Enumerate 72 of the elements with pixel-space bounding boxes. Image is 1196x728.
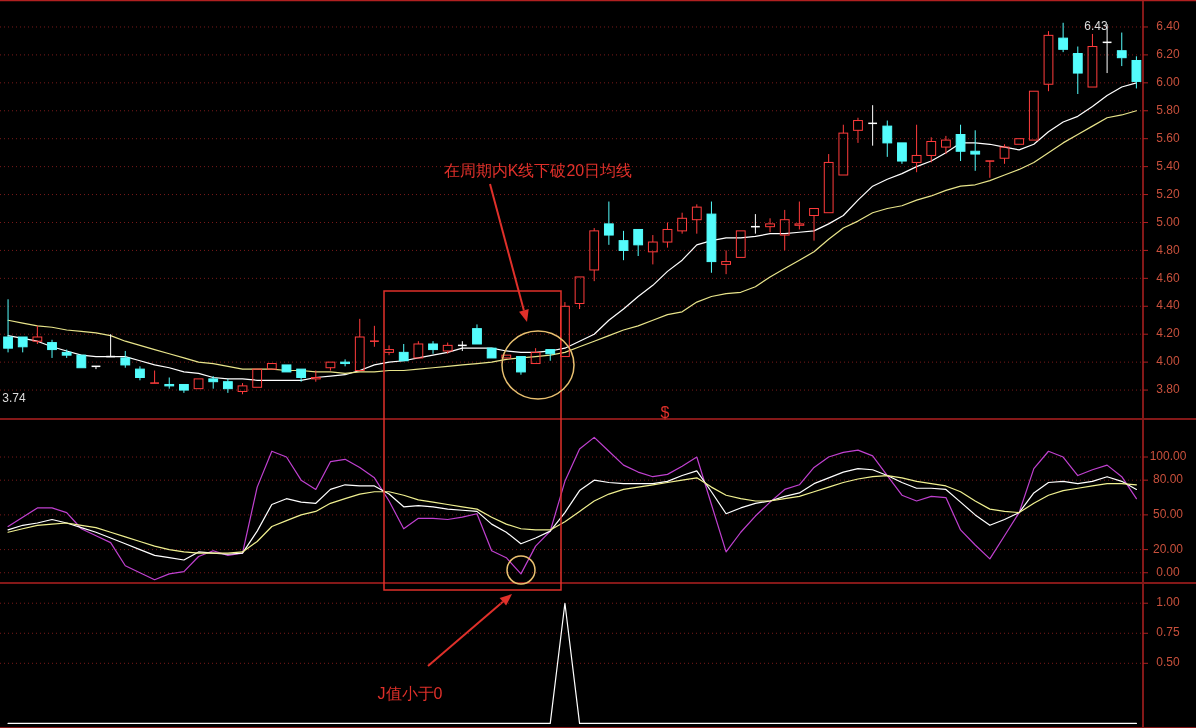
y-tick-label: 20.00	[1152, 541, 1184, 556]
candlestick	[970, 129, 981, 172]
candlestick	[779, 209, 790, 251]
candlestick	[955, 124, 966, 162]
candlestick	[603, 201, 614, 246]
candlestick	[281, 364, 292, 373]
annotation: J值小于0	[377, 685, 443, 703]
candlestick	[735, 230, 746, 258]
candlestick	[486, 347, 497, 359]
candlestick	[984, 160, 996, 179]
candlestick	[1028, 90, 1039, 141]
candlestick	[1087, 33, 1098, 88]
y-tick-label: 4.20	[1156, 326, 1180, 341]
candlestick	[545, 349, 556, 362]
candlestick	[252, 368, 263, 388]
candlestick	[472, 323, 482, 345]
y-tick-label: 80.00	[1152, 472, 1184, 487]
candlestick	[721, 249, 731, 275]
y-tick-label: 50.00	[1152, 507, 1184, 522]
y-tick-label: 4.60	[1156, 270, 1180, 285]
candlestick	[897, 142, 907, 165]
y-tick-label: 4.00	[1156, 354, 1180, 369]
candlestick	[516, 356, 526, 376]
annotation: 6.43	[1084, 19, 1108, 34]
annotation: 3.74	[2, 391, 26, 406]
y-tick-label: 5.40	[1156, 158, 1180, 173]
candlestick	[633, 228, 644, 257]
candlestick	[222, 378, 233, 394]
candlestick	[135, 365, 145, 381]
y-tick-label: 4.80	[1156, 242, 1180, 257]
candlestick	[325, 361, 336, 372]
candlestick	[618, 230, 629, 261]
candlestick	[809, 208, 819, 242]
y-tick-label: 6.20	[1156, 47, 1180, 62]
candlestick	[853, 117, 863, 144]
y-tick-label: 1.00	[1156, 595, 1180, 610]
y-tick-label: 6.00	[1156, 75, 1180, 90]
candlestick	[193, 378, 204, 390]
candlestick	[1058, 22, 1069, 53]
candlestick	[677, 212, 688, 235]
y-tick-label: 0.00	[1156, 564, 1180, 579]
candlestick	[1014, 138, 1025, 145]
candlestick	[179, 383, 189, 394]
candlestick	[296, 368, 307, 383]
y-tick-label: 5.20	[1156, 186, 1180, 201]
candlestick	[76, 354, 87, 369]
candlestick	[398, 343, 409, 362]
annotation: $	[660, 404, 670, 422]
y-tick-label: 5.60	[1156, 130, 1180, 145]
candlestick	[911, 124, 922, 173]
annotation: 在周期内K线下破20日均线	[443, 162, 633, 180]
y-tick-label: 3.80	[1156, 382, 1180, 397]
candlestick	[765, 217, 775, 233]
candlestick	[823, 153, 834, 214]
y-tick-label: 6.40	[1156, 19, 1180, 34]
y-tick-label: 5.00	[1156, 214, 1180, 229]
candlestick	[428, 340, 438, 355]
y-tick-label: 5.80	[1156, 102, 1180, 117]
candlestick	[47, 339, 57, 359]
candlestick	[384, 344, 394, 356]
candlestick	[266, 363, 277, 370]
candlestick	[1116, 32, 1127, 67]
candlestick	[941, 135, 951, 155]
y-tick-label: 0.75	[1156, 625, 1180, 640]
y-tick-label: 100.00	[1149, 449, 1187, 464]
candlestick	[501, 354, 512, 359]
candlestick	[354, 318, 365, 372]
y-tick-label: 0.50	[1156, 655, 1180, 670]
candlestick	[530, 347, 541, 365]
y-tick-label: 4.40	[1156, 298, 1180, 313]
candlestick	[3, 298, 13, 353]
line-series	[7, 436, 1138, 581]
